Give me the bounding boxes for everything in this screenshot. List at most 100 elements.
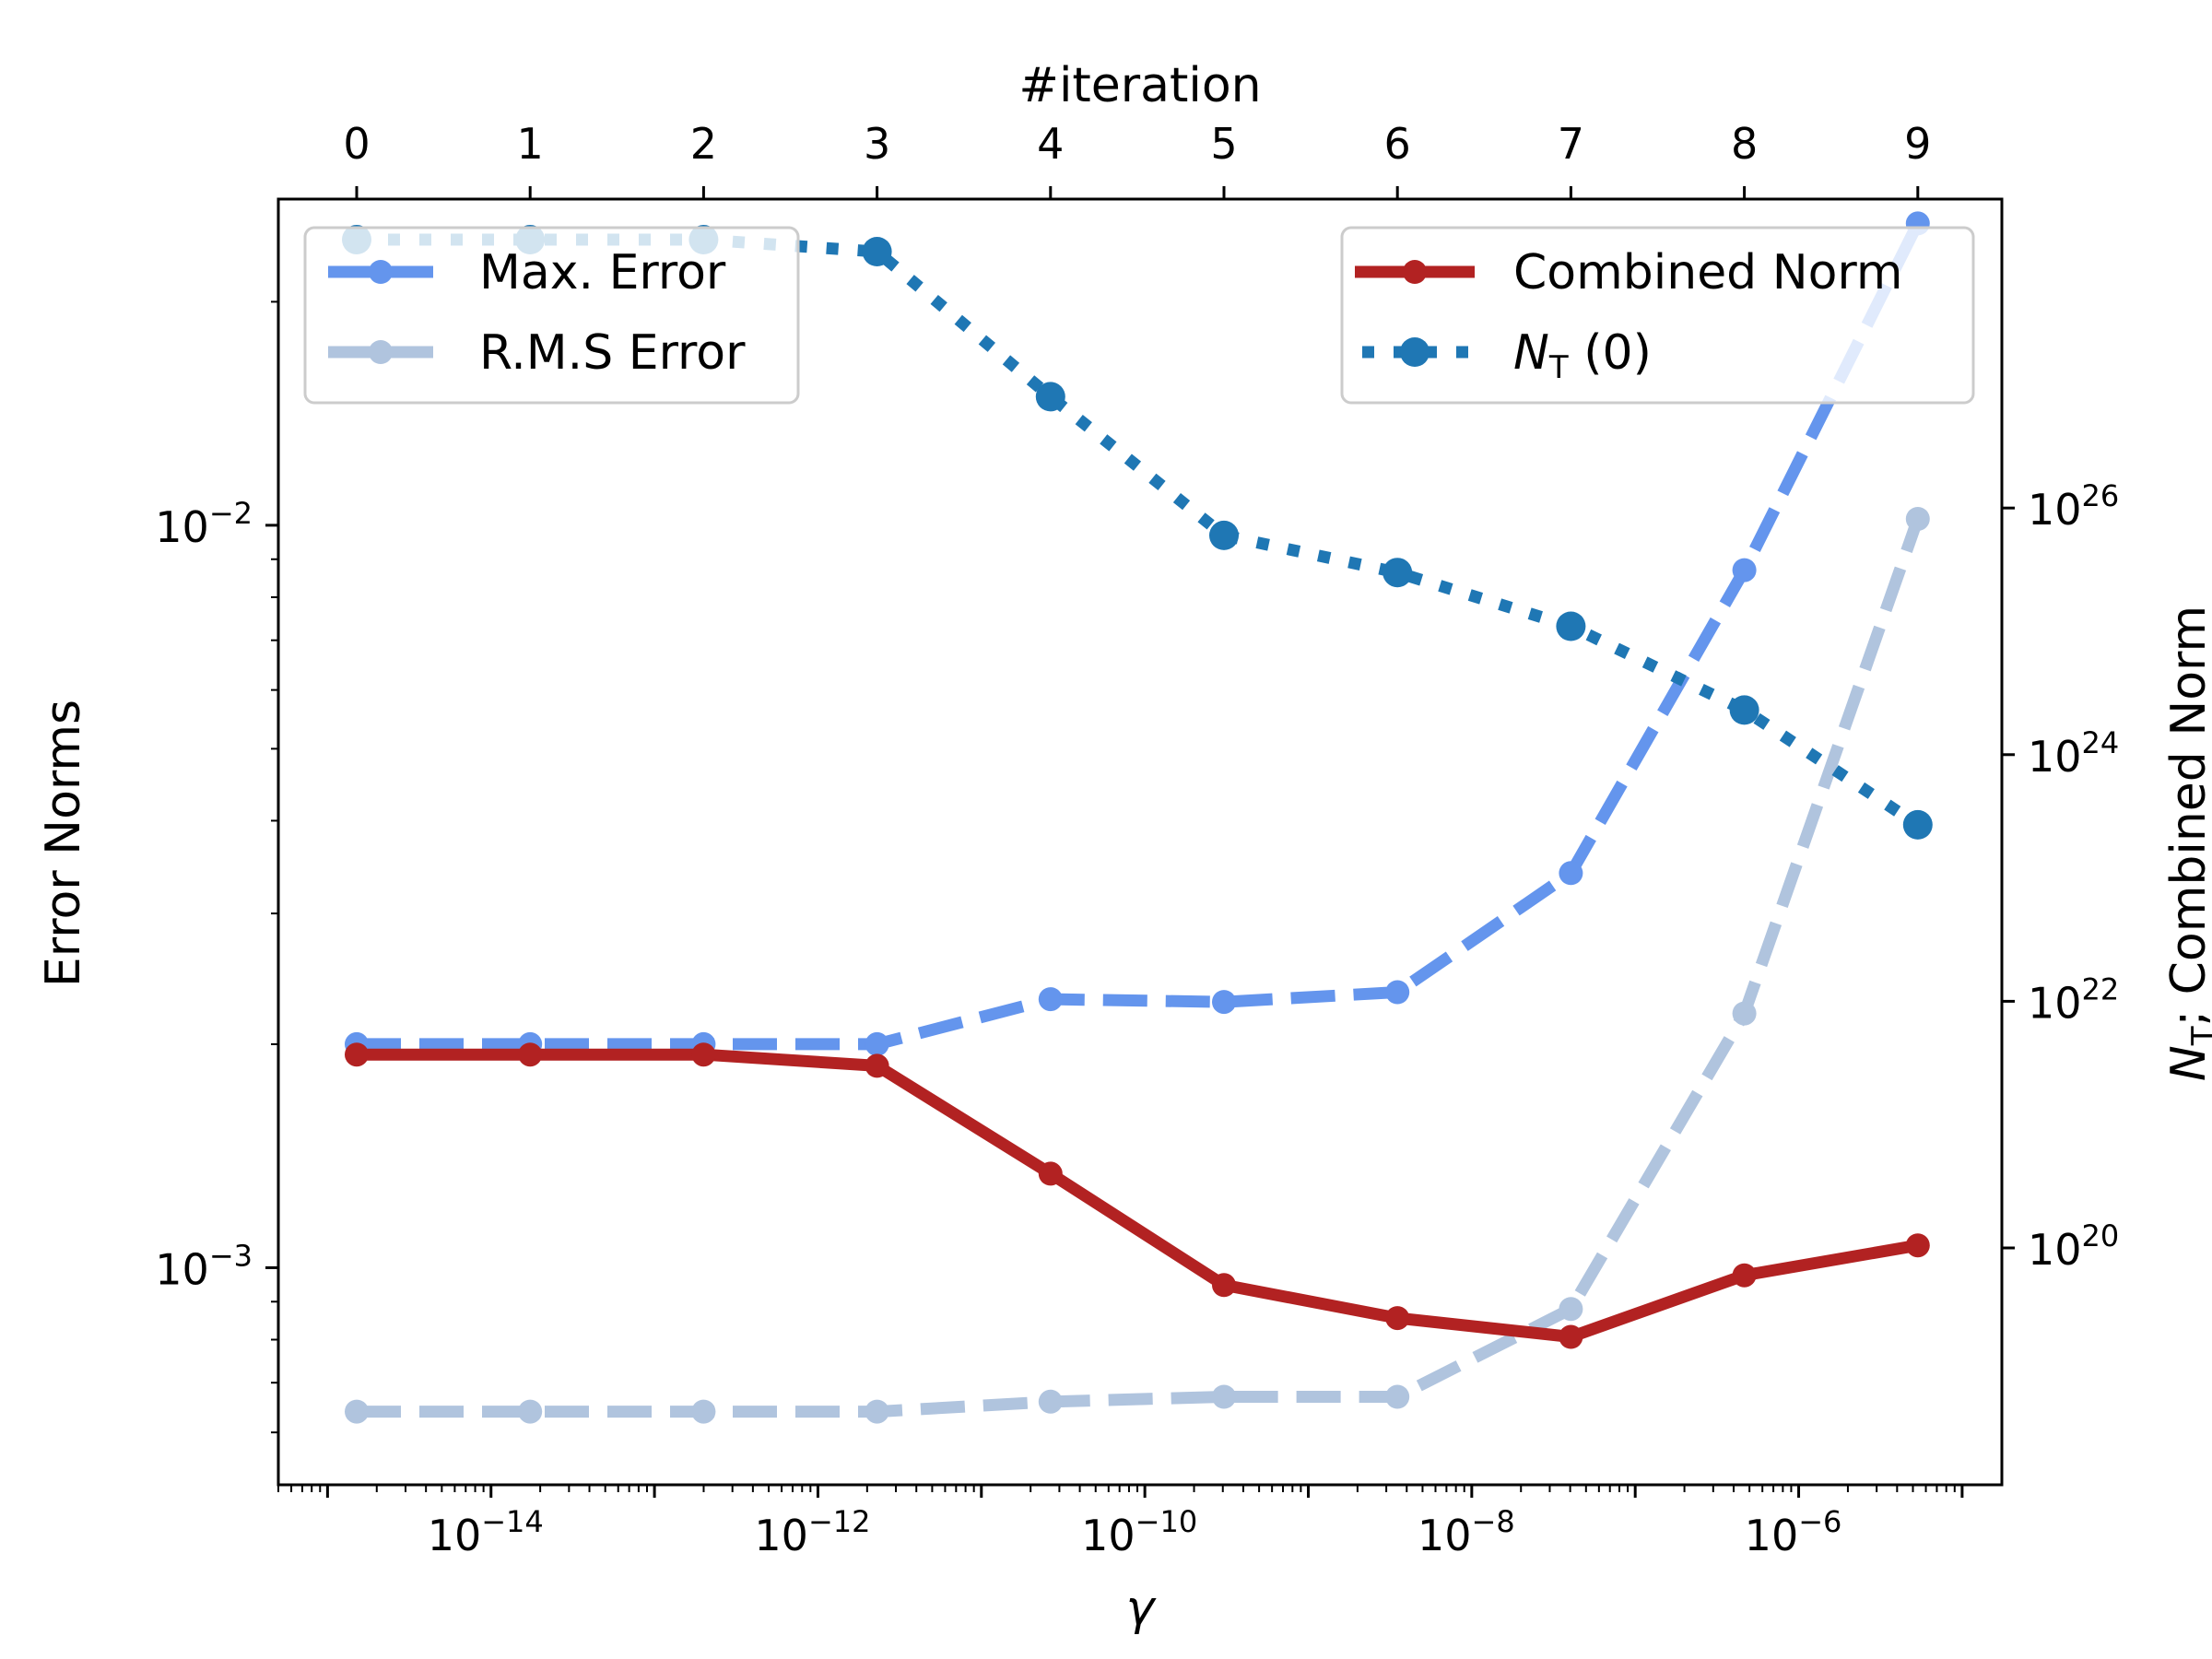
left-tick-label-base: 10 <box>155 502 209 552</box>
left-tick-label-exp: −2 <box>209 496 253 531</box>
top-tick-label: 7 <box>1558 119 1584 169</box>
right-tick-label: 1026 <box>2028 478 2119 535</box>
top-tick-label: 1 <box>517 119 544 169</box>
legend-rms-error-label: R.M.S Error <box>479 325 746 381</box>
bottom-tick-label: 10−8 <box>1418 1504 1515 1560</box>
legend-nt-prefix: N <box>1513 325 1549 381</box>
data-point-nt <box>1382 558 1413 588</box>
data-point-rms-error <box>865 1399 889 1424</box>
data-point-combined-norm <box>518 1042 543 1067</box>
legend-nt-suffix: (0) <box>1569 325 1652 381</box>
right-tick-label-base: 10 <box>2028 732 2082 782</box>
right-tick-label-base: 10 <box>2028 978 2082 1028</box>
data-point-rms-error <box>1385 1384 1410 1409</box>
right-tick-label-exp: 20 <box>2082 1218 2120 1253</box>
right-tick-label-base: 10 <box>2028 485 2082 535</box>
bottom-tick-label-base: 10 <box>1745 1511 1799 1560</box>
legend-combined-norm-label: Combined Norm <box>1513 245 1903 300</box>
right-tick-label: 1020 <box>2028 1218 2119 1275</box>
right-axis-title-prefix: N <box>2161 1045 2212 1081</box>
right-tick-label: 1022 <box>2028 971 2119 1028</box>
legend-rms-error-marker <box>369 340 393 364</box>
bottom-tick-label-base: 10 <box>754 1511 808 1560</box>
right-axis-title-suffix: ; Combined Norm <box>2161 606 2212 1027</box>
plot-frame <box>276 197 2004 1487</box>
bottom-tick-label: 10−14 <box>428 1504 544 1560</box>
top-tick-label: 5 <box>1210 119 1237 169</box>
right-tick-label: 1024 <box>2028 725 2119 782</box>
data-point-rms-error <box>1559 1297 1583 1322</box>
top-tick-label: 4 <box>1037 119 1064 169</box>
data-point-rms-error <box>518 1399 543 1424</box>
legend-left: Max. Error R.M.S Error <box>303 226 800 405</box>
bottom-tick-label-exp: −12 <box>808 1504 871 1539</box>
data-point-max-error <box>1212 990 1236 1015</box>
series-line-rms-error <box>357 516 1924 1418</box>
legend-nt-marker <box>1400 337 1430 367</box>
legend-nt-label: NT (0) <box>1513 325 1652 386</box>
data-point-nt <box>1729 695 1759 725</box>
data-point-max-error <box>1732 558 1757 582</box>
data-point-combined-norm <box>345 1042 369 1067</box>
data-point-combined-norm <box>1559 1324 1583 1349</box>
top-tick-label: 3 <box>864 119 890 169</box>
legend-right: Combined Norm NT (0) <box>1340 226 1975 405</box>
data-point-rms-error <box>345 1399 369 1424</box>
data-point-rms-error <box>691 1399 716 1424</box>
bottom-tick-label-exp: −14 <box>481 1504 544 1539</box>
right-tick-label-base: 10 <box>2028 1225 2082 1275</box>
right-tick-label-exp: 26 <box>2082 478 2120 513</box>
top-tick-label: 8 <box>1731 119 1758 169</box>
left-tick-label: 10−2 <box>155 496 253 552</box>
bottom-tick-label-base: 10 <box>428 1511 482 1560</box>
top-tick-label: 2 <box>690 119 717 169</box>
legend-max-error-marker <box>369 260 393 284</box>
data-point-combined-norm <box>1732 1263 1757 1288</box>
data-point-nt <box>1902 809 1933 840</box>
bottom-tick-label-base: 10 <box>1081 1511 1135 1560</box>
data-point-combined-norm <box>865 1053 889 1078</box>
right-axis-title: NT; Combined Norm <box>2161 606 2212 1081</box>
top-tick-label: 9 <box>1904 119 1931 169</box>
bottom-tick-label: 10−10 <box>1081 1504 1197 1560</box>
data-point-max-error <box>1559 861 1583 886</box>
data-point-combined-norm <box>1212 1273 1236 1298</box>
bottom-tick-label: 10−12 <box>754 1504 870 1560</box>
data-point-rms-error <box>1212 1384 1236 1409</box>
left-tick-label-base: 10 <box>155 1244 209 1294</box>
series-line-combined-norm <box>357 1048 1919 1343</box>
left-axis-title: Error Norms <box>36 700 91 987</box>
data-point-rms-error <box>1732 1001 1757 1026</box>
legend-nt-sub: T <box>1548 349 1569 386</box>
data-point-rms-error <box>1038 1389 1063 1414</box>
right-axis-title-sub: T <box>2185 1026 2212 1046</box>
bottom-tick-label-exp: −8 <box>1472 1504 1515 1539</box>
legend-max-error-label: Max. Error <box>479 245 726 300</box>
data-point-nt <box>1035 382 1065 412</box>
left-tick-label: 10−3 <box>155 1238 253 1294</box>
data-point-combined-norm <box>1385 1306 1410 1331</box>
right-tick-label-exp: 22 <box>2082 971 2120 1006</box>
ticks-layer: 10−14 10−12 10−10 10−8 10−60 1 2 3 4 5 6 7 8 910−310−… <box>155 119 2119 1560</box>
bottom-tick-label-base: 10 <box>1418 1511 1472 1560</box>
bottom-tick-label-exp: −6 <box>1798 1504 1841 1539</box>
data-point-nt <box>862 237 892 266</box>
data-point-max-error <box>1038 987 1063 1012</box>
data-point-nt <box>1556 611 1586 641</box>
data-point-nt <box>1209 520 1239 550</box>
legend-right-box <box>1340 226 1975 405</box>
legend-combined-norm-marker <box>1403 260 1427 284</box>
series-line-max-error <box>357 220 1924 1051</box>
data-point-combined-norm <box>1905 1233 1930 1258</box>
data-point-combined-norm <box>1038 1161 1063 1186</box>
data-point-rms-error <box>1905 507 1930 531</box>
bottom-axis-title: γ <box>1126 1581 1158 1636</box>
top-tick-label: 0 <box>343 119 370 169</box>
top-axis-title: #iteration <box>1018 58 1261 113</box>
right-tick-label-exp: 24 <box>2082 725 2120 760</box>
data-point-max-error <box>1385 980 1410 1005</box>
data-point-combined-norm <box>691 1042 716 1067</box>
left-tick-label-exp: −3 <box>209 1238 253 1273</box>
bottom-tick-label: 10−6 <box>1745 1504 1842 1560</box>
